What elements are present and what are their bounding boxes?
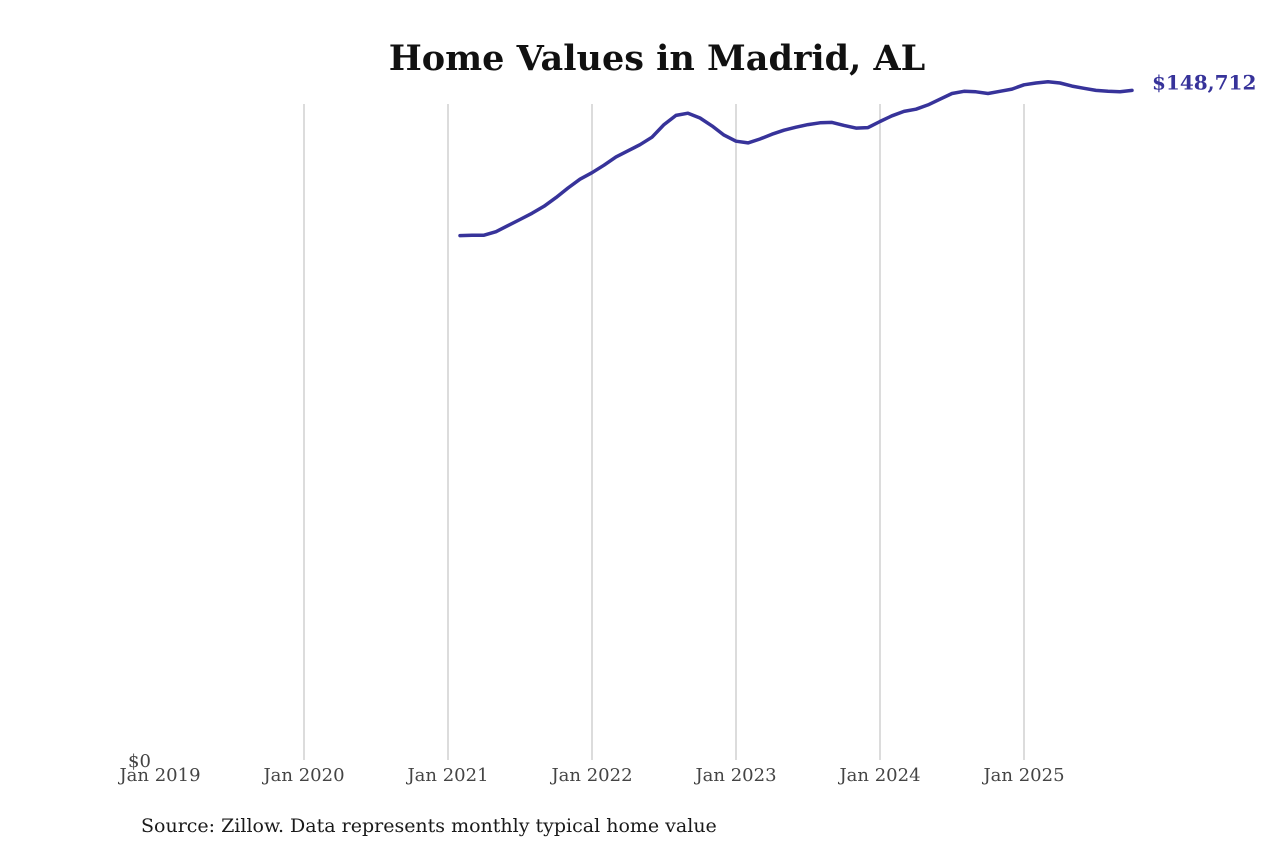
y-tick-label-0: $0 xyxy=(128,751,151,772)
x-tick-label-2025: Jan 2025 xyxy=(981,765,1064,786)
x-tick-label-2024: Jan 2024 xyxy=(837,765,920,786)
x-tick-label-2022: Jan 2022 xyxy=(549,765,632,786)
x-axis-ticks: Jan 2019 Jan 2020 Jan 2021 Jan 2022 Jan 2023… xyxy=(117,765,1064,786)
x-tick-label-2020: Jan 2020 xyxy=(261,765,344,786)
x-tick-label-2023: Jan 2023 xyxy=(693,765,776,786)
x-tick-label-2021: Jan 2021 xyxy=(405,765,488,786)
series-line-home-value xyxy=(458,79,1134,238)
source-note: Source: Zillow. Data represents monthly … xyxy=(141,815,717,837)
x-tick-label-2019: Jan 2019 xyxy=(117,765,200,786)
chart-title: Home Values in Madrid, AL xyxy=(388,38,926,79)
grid-lines xyxy=(303,104,1025,760)
end-value-label: $148,712 xyxy=(1152,70,1256,94)
